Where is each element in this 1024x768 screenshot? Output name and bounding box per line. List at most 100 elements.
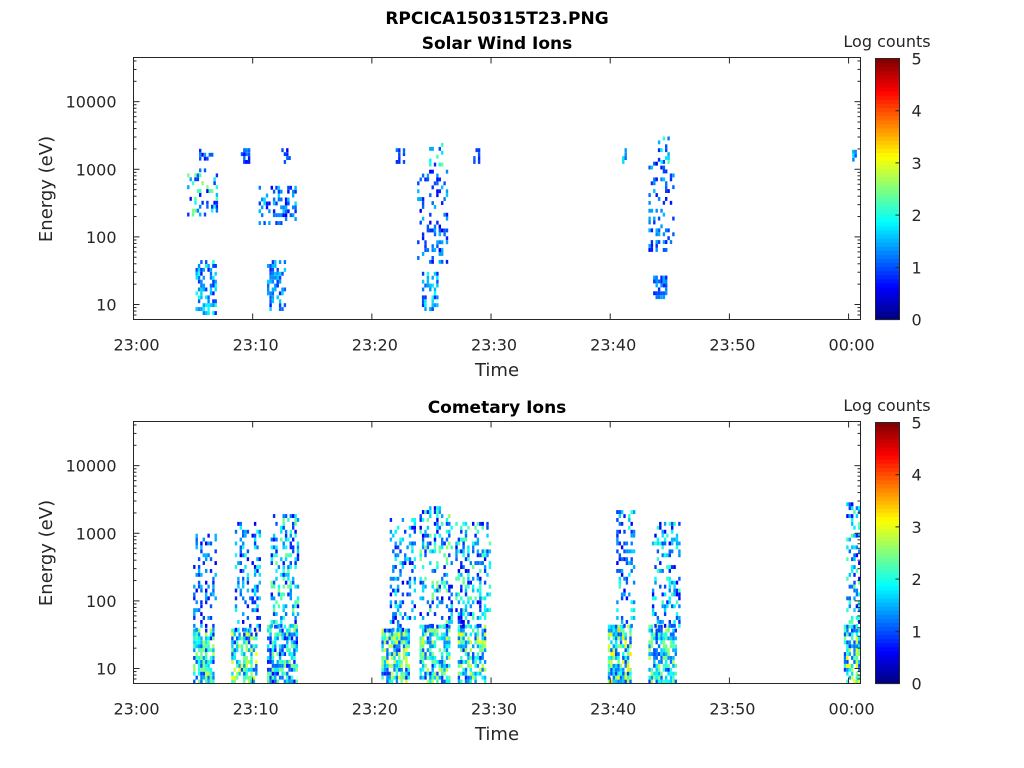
heatmap-cell bbox=[274, 648, 277, 653]
colorbar-segment bbox=[875, 475, 900, 481]
heatmap-cell bbox=[261, 197, 264, 202]
heatmap-cell bbox=[290, 636, 294, 641]
heatmap-cell bbox=[433, 271, 437, 276]
heatmap-cell bbox=[404, 553, 407, 558]
heatmap-cell bbox=[674, 628, 677, 633]
heatmap-cell bbox=[383, 667, 387, 672]
heatmap-cell bbox=[405, 628, 408, 633]
colorbar-segment bbox=[875, 622, 900, 628]
heatmap-cell bbox=[616, 518, 619, 522]
heatmap-cell bbox=[234, 608, 238, 613]
heatmap-cell bbox=[245, 648, 248, 653]
heatmap-cell bbox=[272, 612, 276, 616]
heatmap-cell bbox=[231, 628, 234, 633]
heatmap-cell bbox=[855, 671, 859, 676]
heatmap-cell bbox=[431, 228, 434, 233]
heatmap-cell bbox=[396, 627, 400, 632]
heatmap-cell bbox=[460, 644, 463, 649]
heatmap-cell bbox=[267, 287, 270, 292]
heatmap-cell bbox=[200, 584, 203, 589]
heatmap-cell bbox=[445, 193, 449, 198]
heatmap-cell bbox=[395, 663, 399, 668]
heatmap-cell bbox=[193, 644, 196, 649]
heatmap-cell bbox=[407, 644, 410, 649]
heatmap-cell bbox=[462, 565, 465, 569]
heatmap-cell bbox=[855, 545, 859, 550]
heatmap-cell bbox=[457, 576, 461, 581]
heatmap-cell bbox=[197, 572, 201, 577]
heatmap-cell bbox=[282, 521, 285, 526]
heatmap-cell bbox=[663, 592, 667, 597]
heatmap-cell bbox=[650, 208, 654, 213]
heatmap-cell bbox=[628, 549, 631, 554]
colorbar-segment bbox=[875, 111, 900, 117]
heatmap-cell bbox=[615, 632, 618, 637]
heatmap-cell bbox=[281, 307, 284, 311]
heatmap-cell bbox=[455, 541, 458, 546]
heatmap-cell bbox=[457, 644, 461, 649]
colorbar-segment bbox=[875, 119, 900, 125]
heatmap-cell bbox=[295, 636, 298, 641]
heatmap-cell bbox=[673, 521, 676, 526]
heatmap-cell bbox=[211, 152, 214, 157]
heatmap-cell bbox=[408, 533, 412, 538]
heatmap-cell bbox=[460, 529, 463, 534]
heatmap-cell bbox=[673, 584, 676, 589]
heatmap-cell bbox=[200, 644, 203, 649]
heatmap-cell bbox=[655, 632, 658, 637]
heatmap-cell bbox=[424, 652, 427, 656]
heatmap-cell bbox=[426, 271, 430, 276]
heatmap-cell bbox=[460, 565, 463, 569]
heatmap-cell bbox=[296, 545, 300, 550]
heatmap-cell bbox=[462, 576, 465, 581]
heatmap-cell bbox=[433, 205, 437, 209]
heatmap-cell bbox=[271, 291, 275, 296]
heatmap-cell bbox=[288, 624, 291, 629]
heatmap-cell bbox=[662, 136, 666, 141]
heatmap-cell bbox=[290, 675, 294, 680]
heatmap-cell bbox=[389, 576, 393, 581]
heatmap-cell bbox=[610, 671, 613, 676]
heatmap-cell bbox=[622, 675, 625, 680]
heatmap-cell bbox=[668, 549, 671, 554]
heatmap-cell bbox=[424, 656, 427, 660]
heatmap-cell bbox=[448, 656, 451, 660]
x-tick-label: 23:10 bbox=[233, 700, 279, 719]
heatmap-cell bbox=[661, 604, 664, 609]
heatmap-cell bbox=[280, 213, 283, 218]
heatmap-cell bbox=[386, 679, 389, 684]
heatmap-cell bbox=[443, 580, 446, 585]
heatmap-cell bbox=[383, 640, 387, 645]
heatmap-cell bbox=[659, 525, 662, 530]
heatmap-cell bbox=[436, 660, 439, 664]
heatmap-cell bbox=[247, 679, 251, 684]
heatmap-cell bbox=[464, 529, 468, 534]
heatmap-cell bbox=[390, 632, 394, 637]
heatmap-cell bbox=[662, 663, 666, 668]
heatmap-cell bbox=[653, 291, 656, 296]
heatmap-cell bbox=[288, 660, 291, 664]
heatmap-cell bbox=[419, 177, 422, 182]
heatmap-cell bbox=[249, 627, 252, 632]
heatmap-cell bbox=[239, 592, 242, 597]
heatmap-cell bbox=[393, 640, 396, 645]
heatmap-cell bbox=[476, 576, 480, 581]
heatmap-cell bbox=[457, 616, 461, 620]
heatmap-cell bbox=[274, 632, 277, 637]
heatmap-cell bbox=[843, 636, 847, 641]
heatmap-cell bbox=[653, 660, 656, 664]
heatmap-cell bbox=[476, 521, 480, 526]
heatmap-cell bbox=[394, 604, 397, 609]
heatmap-cell bbox=[662, 165, 666, 170]
heatmap-cell bbox=[280, 205, 283, 210]
heatmap-cell bbox=[617, 660, 620, 664]
heatmap-cell bbox=[672, 173, 675, 178]
colorbar-segment bbox=[875, 459, 900, 464]
heatmap-cell bbox=[673, 580, 676, 585]
heatmap-cell bbox=[660, 279, 663, 284]
heatmap-cell bbox=[388, 636, 391, 641]
heatmap-cell bbox=[615, 648, 618, 653]
heatmap-cell bbox=[253, 533, 257, 538]
y-tick-label: 10 bbox=[96, 296, 116, 315]
heatmap-cell bbox=[460, 616, 463, 620]
